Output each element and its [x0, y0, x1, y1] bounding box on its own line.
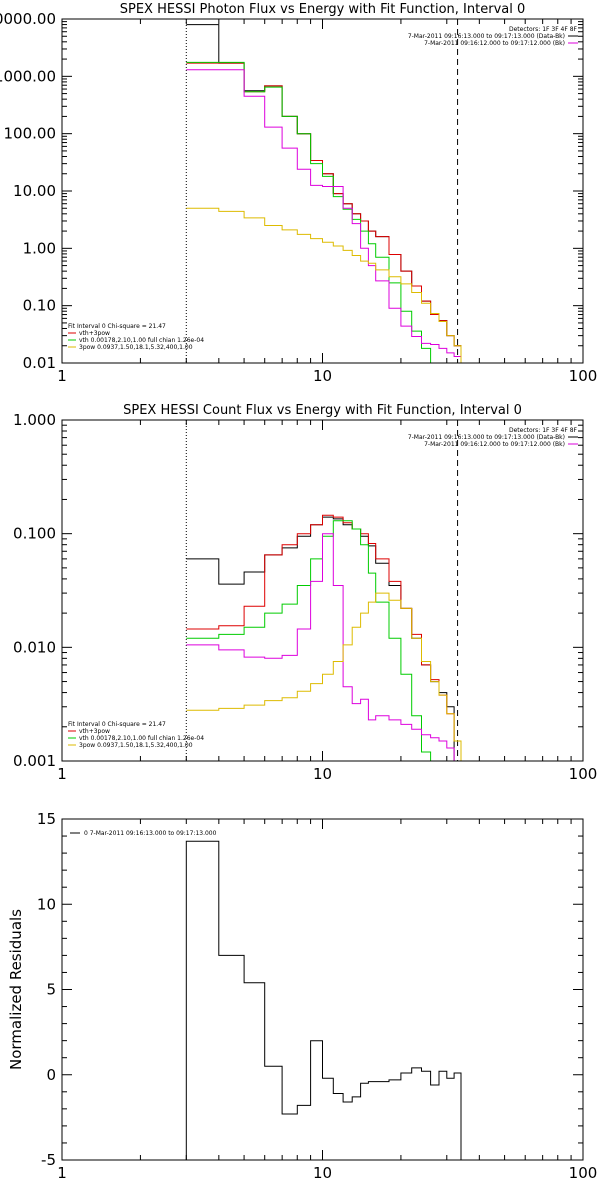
- series-line-5: [186, 207, 462, 363]
- y-tick-label: 5: [46, 981, 56, 999]
- legend-entry: Detectors: 1F 3F 4F 8F: [509, 26, 578, 33]
- y-tick-label: 1.00: [23, 239, 56, 257]
- x-tick-label: 100: [569, 1164, 598, 1182]
- x-tick-label: 100: [569, 765, 598, 783]
- y-tick-label: 0.010: [13, 638, 56, 656]
- plot-frame: [61, 818, 584, 1161]
- chart-title: SPEX HESSI Count Flux vs Energy with Fit…: [123, 403, 522, 418]
- series-line-2: [186, 62, 462, 363]
- y-tick-label: 0.001: [13, 752, 56, 770]
- legend-entry: Fit Interval 0 Chi-square = 21.47: [68, 721, 166, 728]
- y-axis-label: Normalized Residuals: [7, 909, 25, 1070]
- chart-panel-3: 1 10 100 -5 0 5 10 15 Normalized Residuals 0 7-Ma…: [7, 810, 597, 1182]
- x-tick-label: 10: [313, 765, 332, 783]
- legend-entry: Detectors: 1F 3F 4F 8F: [509, 427, 578, 434]
- series-line-4: [186, 533, 455, 761]
- series-line-4: [186, 69, 462, 363]
- plot-frame: [61, 18, 584, 364]
- legend-entry: 3pow 0.0937,1.50,18.1,5.32,400,1.00: [79, 742, 193, 749]
- legend-entry: 7-Mar-2011 09:16:12.000 to 09:17:12.000 …: [424, 40, 565, 47]
- y-tick-label: 1000.00: [0, 67, 56, 85]
- series-line-3: [186, 520, 432, 761]
- y-tick-label: 1.000: [13, 411, 56, 429]
- plot-frame: [61, 419, 584, 762]
- legend-entry: 7-Mar-2011 09:16:13.000 to 09:17:13.000 …: [408, 434, 565, 441]
- y-tick-label: 0: [46, 1066, 56, 1084]
- x-tick-label: 1: [57, 367, 67, 385]
- series-line-1: [185, 840, 462, 1160]
- legend-entry: Fit Interval 0 Chi-square = 21.47: [68, 323, 166, 330]
- legend-entry: vth 0.00178,2.10,1.00 full chian 1.26e-0…: [79, 337, 204, 344]
- y-tick-label: 100.00: [4, 125, 57, 143]
- x-tick-label: 10: [313, 367, 332, 385]
- legend-entry: vth 0.00178,2.10,1.00 full chian 1.26e-0…: [79, 735, 204, 742]
- x-tick-label: 100: [569, 367, 598, 385]
- legend-entry: 0 7-Mar-2011 09:16:13.000 to 09:17:13.00…: [84, 830, 217, 837]
- y-tick-label: 10: [37, 895, 56, 913]
- y-tick-label: 0.10: [23, 297, 56, 315]
- chart-panel-2: SPEX HESSI Count Flux vs Energy with Fit…: [13, 403, 598, 783]
- chart-title: SPEX HESSI Photon Flux vs Energy with Fi…: [120, 2, 526, 17]
- x-tick-label: 1: [57, 765, 67, 783]
- y-tick-label: 0.100: [13, 525, 56, 543]
- chart-panel-1: SPEX HESSI Photon Flux vs Energy with Fi…: [0, 2, 598, 385]
- y-tick-label: -5: [41, 1151, 56, 1169]
- legend-entry: vth+3pow: [79, 728, 110, 735]
- series-line-1: [186, 24, 462, 363]
- legend-entry: 3pow 0.0937,1.50,18.1,5.32,400,1.00: [79, 344, 193, 351]
- series-line-5: [186, 592, 468, 761]
- x-tick-label: 10: [313, 1164, 332, 1182]
- legend-entry: 7-Mar-2011 09:16:12.000 to 09:17:12.000 …: [424, 441, 565, 448]
- series-line-3: [186, 61, 440, 363]
- y-tick-label: 0.01: [23, 354, 56, 372]
- y-tick-label: 15: [37, 810, 56, 828]
- legend-entry: 7-Mar-2011 09:16:13.000 to 09:17:13.000 …: [408, 33, 565, 40]
- y-tick-label: 10000.00: [0, 10, 56, 28]
- x-tick-label: 1: [57, 1164, 67, 1182]
- y-tick-label: 10.00: [13, 182, 56, 200]
- legend-entry: vth+3pow: [79, 330, 110, 337]
